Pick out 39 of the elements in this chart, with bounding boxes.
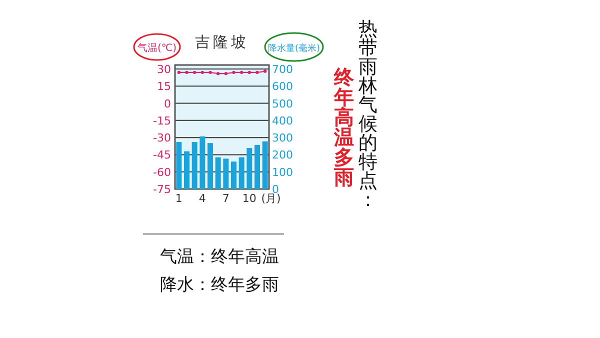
text: 热带雨林气候的特点： xyxy=(358,18,378,211)
bar xyxy=(200,136,206,189)
y-tick-label: -45 xyxy=(153,148,171,162)
y-tick-label: -75 xyxy=(153,183,171,196)
y-tick-label: 15 xyxy=(157,80,171,94)
bar xyxy=(254,144,260,189)
x-axis-title: (月) xyxy=(261,192,281,205)
y-tick-label: -30 xyxy=(153,132,171,145)
bar xyxy=(215,157,221,189)
y-tick-label: -15 xyxy=(153,114,171,128)
bar xyxy=(176,142,182,189)
x-tick-label: 4 xyxy=(198,192,206,205)
text: 降水：终年多雨 xyxy=(160,275,279,295)
bar xyxy=(192,142,198,189)
bar xyxy=(262,141,268,189)
y2-tick-label: 400 xyxy=(272,114,293,128)
bar xyxy=(184,151,190,189)
x-tick-label: 7 xyxy=(222,192,230,205)
y-tick-label: 30 xyxy=(157,63,171,76)
x-tick-label: 10 xyxy=(242,192,256,205)
text: 气温：终年高温 xyxy=(160,247,279,267)
y2-tick-label: 300 xyxy=(272,132,293,145)
chart-title: 吉隆坡 xyxy=(195,33,249,51)
y-tick-label: -60 xyxy=(153,166,171,179)
y2-tick-label: 600 xyxy=(272,80,293,94)
bar xyxy=(223,158,229,189)
bar xyxy=(238,157,244,189)
bar xyxy=(208,143,213,189)
x-tick-label: 1 xyxy=(175,192,182,205)
y2-tick-label: 100 xyxy=(272,166,293,179)
y2-tick-label: 200 xyxy=(272,148,293,162)
y2-tick-label: 700 xyxy=(272,63,293,76)
y-axis-title: 气温(℃) xyxy=(137,42,177,54)
y2-tick-label: 500 xyxy=(272,97,293,110)
y2-axis-title: 降水量(毫米) xyxy=(268,43,320,54)
y-tick-label: 0 xyxy=(164,97,171,110)
text: 终年高温多雨 xyxy=(333,65,355,189)
bar xyxy=(231,162,236,189)
bar xyxy=(246,148,252,189)
